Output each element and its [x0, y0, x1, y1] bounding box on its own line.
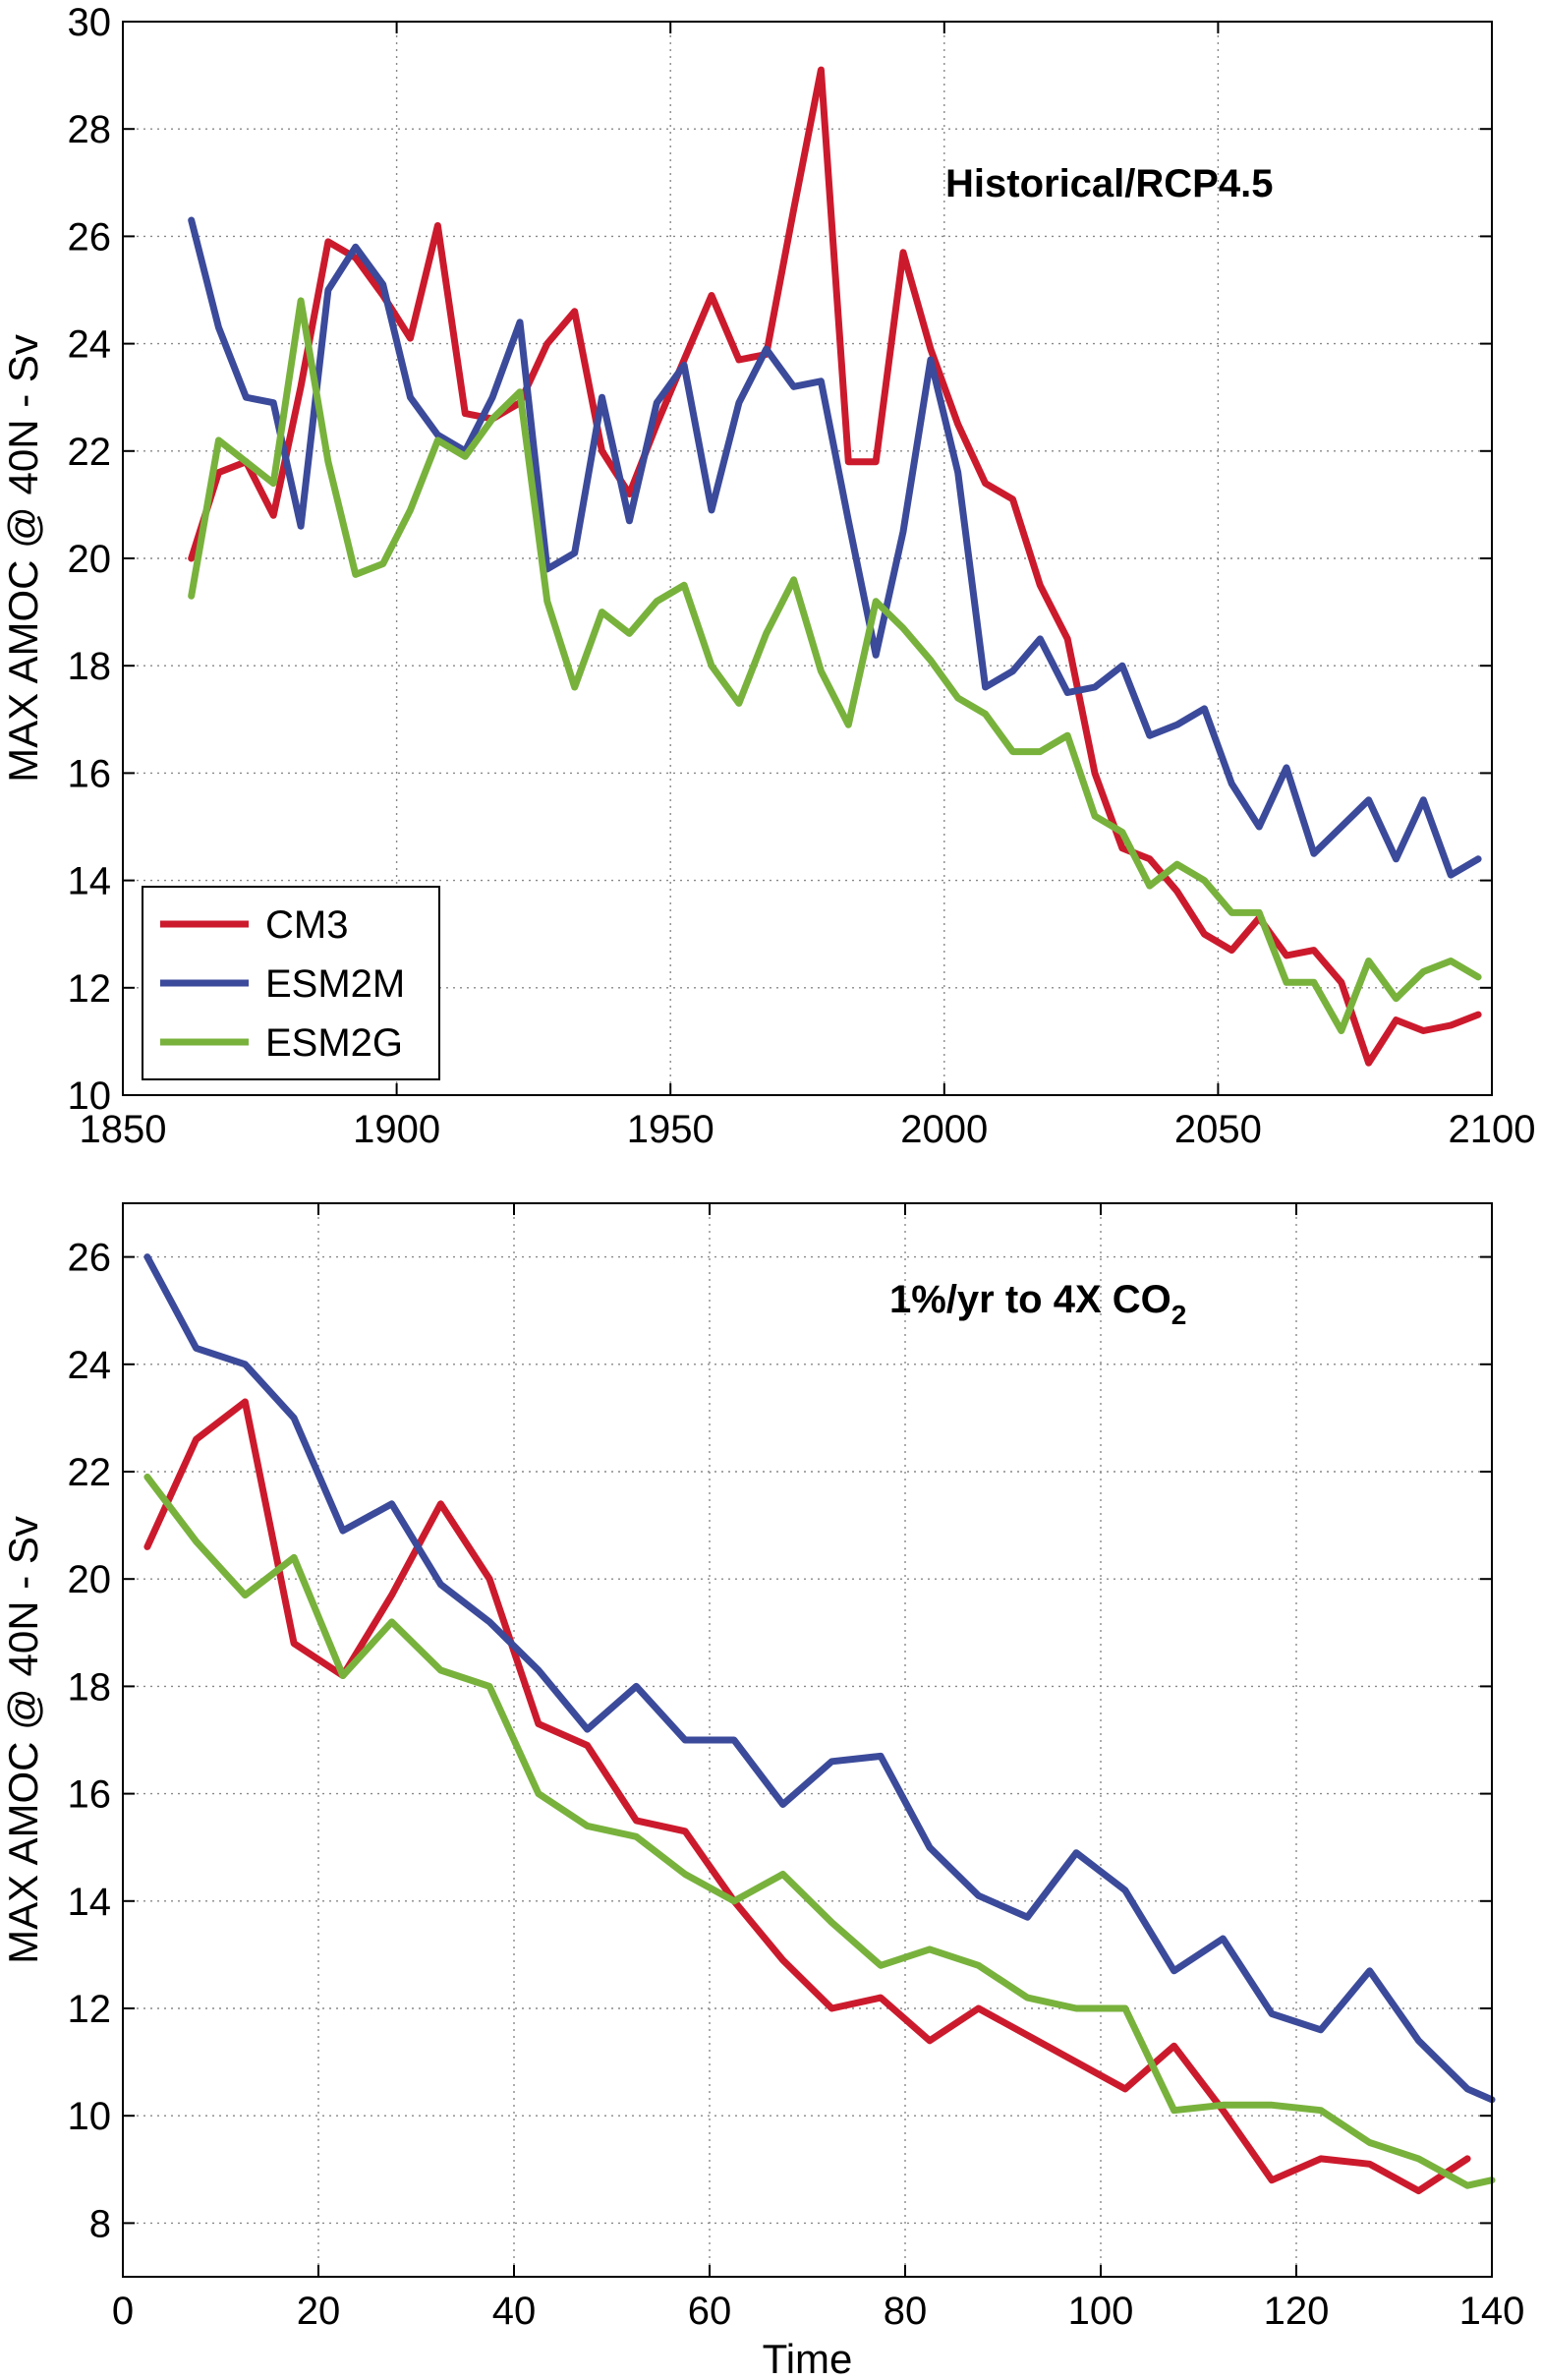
series-line-esm2m	[143, 1253, 1496, 2104]
y-axis-label: MAX AMOC @ 40N - Sv	[0, 334, 46, 783]
y-tick-label: 22	[68, 1451, 112, 1494]
y-tick-label: 12	[68, 967, 112, 1011]
x-tick-label: 140	[1459, 2290, 1525, 2333]
x-tick-label: 40	[492, 2290, 537, 2333]
x-tick-label: 2100	[1449, 1108, 1536, 1151]
chart-panel-1: 1850 1900 1950 2000 2050 2100 10 12 14 16 18 20 22 24…	[0, 1, 1535, 1151]
y-tick-label: 30	[68, 1, 112, 44]
y-tick-label: 16	[68, 752, 112, 795]
legend-label-esm2g: ESM2G	[265, 1021, 403, 1065]
y-tick-label: 26	[68, 215, 112, 259]
y-tick-label: 10	[68, 1074, 112, 1118]
y-tick-label: 14	[68, 1881, 112, 1924]
y-tick-label: 24	[68, 1344, 112, 1387]
y-tick-label: 18	[68, 1665, 112, 1709]
chart-annotation: Historical/RCP4.5	[945, 162, 1273, 205]
x-tick-label: 120	[1264, 2290, 1330, 2333]
x-tick-label: 2000	[900, 1108, 988, 1151]
legend-label-esm2m: ESM2M	[265, 962, 405, 1006]
plot-frame	[122, 1202, 1493, 2278]
x-tick-label: 1900	[353, 1108, 440, 1151]
x-tick-label: 1850	[80, 1108, 167, 1151]
y-tick-label: 22	[68, 431, 112, 474]
series-line-esm2g	[188, 297, 1482, 1034]
x-axis-label: Time	[763, 2336, 853, 2380]
y-tick-label: 10	[68, 2095, 112, 2138]
x-tick-label: 20	[297, 2290, 341, 2333]
y-tick-label: 12	[68, 1988, 112, 2031]
y-tick-label: 16	[68, 1773, 112, 1817]
x-tick-label: 2050	[1174, 1108, 1262, 1151]
series-line-cm3	[143, 1398, 1471, 2195]
y-tick-label: 20	[68, 538, 112, 581]
y-tick-label: 18	[68, 645, 112, 688]
legend: CM3 ESM2M ESM2G	[142, 886, 440, 1080]
legend-label-cm3: CM3	[265, 903, 348, 947]
x-tick-label: 1950	[627, 1108, 714, 1151]
x-tick-label: 60	[688, 2290, 732, 2333]
y-tick-label: 14	[68, 860, 112, 903]
y-tick-label: 28	[68, 108, 112, 151]
series-line-esm2m	[188, 216, 1482, 879]
series-line-esm2g	[143, 1474, 1496, 2189]
y-tick-label: 26	[68, 1237, 112, 1280]
y-axis-label: MAX AMOC @ 40N - Sv	[0, 1516, 46, 1964]
annotation-subscript: 2	[1171, 1300, 1187, 1330]
chart-panel-2: 0 20 40 60 80 100 120 140 8 10 12 14 16 18 20 22 24 26 MAX…	[0, 1202, 1525, 2380]
y-tick-label: 8	[89, 2202, 111, 2245]
y-tick-label: 20	[68, 1558, 112, 1601]
chart-annotation: 1%/yr to 4X CO2	[889, 1278, 1186, 1330]
x-tick-label: 0	[112, 2290, 134, 2333]
x-tick-label: 100	[1068, 2290, 1134, 2333]
y-tick-label: 24	[68, 323, 112, 367]
x-tick-label: 80	[884, 2290, 928, 2333]
